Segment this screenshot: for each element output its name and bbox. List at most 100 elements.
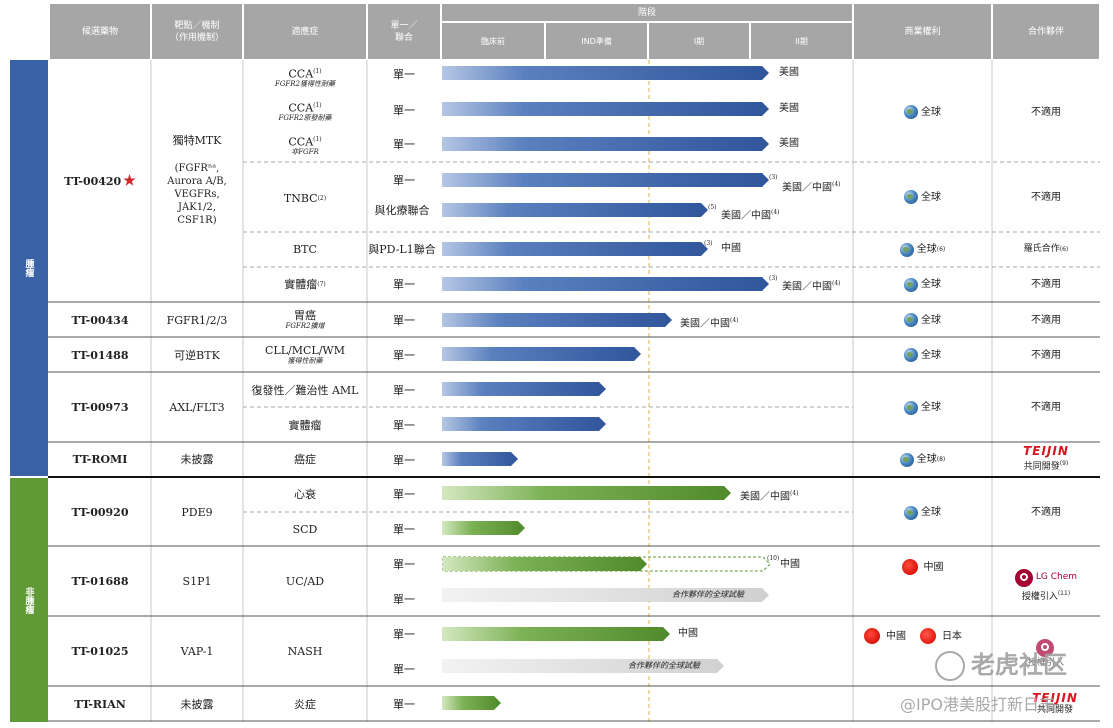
mode-single: 單一	[393, 522, 415, 536]
indication-uc-ad: UC/AD	[285, 575, 325, 588]
indication-scd: SCD	[292, 522, 318, 536]
mode-combo-chemo: 與化療聯合	[374, 203, 430, 217]
indication-cancer: 癌症	[294, 453, 316, 466]
bar-label: 中國	[780, 559, 800, 570]
indication-gastric: 胃癌 FGFR2擴增	[285, 309, 325, 330]
bar-tnbc-single	[442, 173, 769, 187]
candidate-tt-00434: TT-00434	[71, 313, 129, 327]
bar-label: (5)	[708, 204, 717, 211]
bar-label: 美國	[779, 138, 799, 149]
rights-china: 中國	[854, 553, 991, 581]
lg-chem-logo: LG Chem	[1014, 568, 1077, 587]
candidate-tt-01688: TT-01688	[71, 575, 129, 588]
bar-nash	[442, 627, 670, 641]
mode-single: 單一	[393, 627, 415, 641]
bar-label: 美國／中國(4)	[782, 280, 841, 293]
mode-single: 單一	[393, 103, 415, 117]
watermark-main: 老虎社区	[935, 645, 1067, 681]
bar-btc	[442, 242, 708, 256]
mode-single: 單一	[393, 137, 415, 151]
bar-cca-2	[442, 102, 769, 116]
bar-solid-tumor	[442, 277, 769, 291]
header-phase-preclinical: 臨床前	[442, 23, 544, 59]
target-tt-romi: 未披露	[180, 453, 214, 466]
mode-single: 單一	[393, 662, 415, 676]
globe-icon	[904, 313, 918, 327]
rights-global: 全球	[854, 163, 991, 231]
bar-aml	[442, 382, 606, 396]
bar-uc-ad	[443, 557, 647, 571]
candidate-tt-00973: TT-00973	[71, 401, 129, 414]
bar-label: 合作夥伴的全球試驗	[672, 590, 744, 599]
partner-na: 不適用	[1031, 402, 1061, 413]
partner-na: 不適用	[1031, 314, 1061, 326]
candidate-tt-romi: TT-ROMI	[72, 453, 128, 466]
mode-single: 單一	[393, 487, 415, 501]
rights-global: 全球	[854, 62, 991, 162]
header-phase-1: I期	[649, 23, 749, 59]
candidate-tt-00920: TT-00920	[71, 506, 129, 519]
mode-single: 單一	[393, 67, 415, 81]
bar-solid-tumor-2	[442, 417, 606, 431]
globe-icon	[904, 105, 918, 119]
bar-label: 美國／中國(4)	[721, 209, 780, 222]
indication-aml: 復發性／難治性 AML	[251, 383, 359, 397]
indication-nash: NASH	[287, 645, 323, 658]
target-tt-01688: S1P1	[182, 575, 212, 588]
indication-cca-2: CCA(1) FGFR2原發耐藥	[278, 101, 332, 123]
header-indication: 適應症	[244, 4, 366, 59]
partner-na: 不適用	[1031, 106, 1061, 118]
mode-single: 單一	[393, 173, 415, 187]
bar-label: 中國	[678, 628, 698, 639]
globe-icon	[904, 505, 918, 520]
indication-heart-failure: 心衰	[294, 487, 316, 501]
bar-label: 美國	[779, 67, 799, 78]
mode-single: 單一	[393, 453, 415, 467]
mode-single: 單一	[393, 592, 415, 606]
bar-scd	[442, 521, 525, 535]
teijin-logo: TEIJIN	[1032, 691, 1078, 705]
bar-tnbc-chemo	[442, 203, 708, 217]
partner-na: 不適用	[1031, 279, 1061, 290]
lg-logo-icon	[1035, 638, 1054, 657]
rights-china-japan: 中國 日本	[854, 622, 991, 650]
header-candidate: 候選藥物	[50, 4, 150, 59]
bar-romi	[442, 452, 518, 466]
partner-roche: 羅氏合作 (6)	[1023, 244, 1069, 254]
bar-label: 美國／中國(4)	[680, 317, 739, 330]
header-phase: 階段	[442, 4, 852, 21]
mode-single: 單一	[393, 383, 415, 397]
bar-cca-1	[442, 66, 769, 80]
header-partner: 合作夥伴	[993, 4, 1099, 59]
mode-single: 單一	[393, 348, 415, 362]
indication-tnbc: TNBC (2)	[283, 191, 327, 205]
bar-cca-3	[442, 137, 769, 151]
bar-label: 合作夥伴的全球試驗	[628, 661, 700, 670]
globe-icon	[899, 452, 914, 467]
target-tt-00420-b: (FGFRⁿᵃ, Aurora A/B, VEGFRs, JAK1/2, CSF…	[167, 162, 227, 226]
partner-na: 不適用	[1031, 191, 1061, 203]
rights-global: 全球 (6)	[854, 233, 991, 266]
watermark-sub: @IPO港美股打新日志	[900, 695, 1055, 714]
rights-global: 全球	[854, 268, 991, 301]
bar-gastric	[442, 313, 672, 327]
candidate-tt-01488: TT-01488	[71, 348, 129, 362]
target-tt-00920: PDE9	[181, 506, 213, 519]
bar-label: (3)	[769, 174, 778, 181]
rights-global: 全球	[854, 303, 991, 337]
partner-teijin-2: TEIJIN 共同開發	[1032, 691, 1078, 715]
china-flag-icon	[864, 628, 880, 644]
japan-flag-icon	[920, 628, 936, 644]
sidebar-non-oncology: 非腫瘤	[10, 478, 48, 722]
header-mode: 單一／ 聯合	[368, 4, 440, 59]
partner-lg-chem-2: 授權引入	[993, 633, 1099, 675]
mode-single: 單一	[393, 277, 415, 291]
bar-label: 美國／中國(4)	[782, 181, 841, 194]
bar-heart-failure	[442, 486, 731, 500]
partner-na: 不適用	[1031, 507, 1061, 518]
indication-solid-tumor: 實體瘤 (7)	[284, 278, 326, 291]
rights-global: 全球 (8)	[854, 443, 991, 476]
